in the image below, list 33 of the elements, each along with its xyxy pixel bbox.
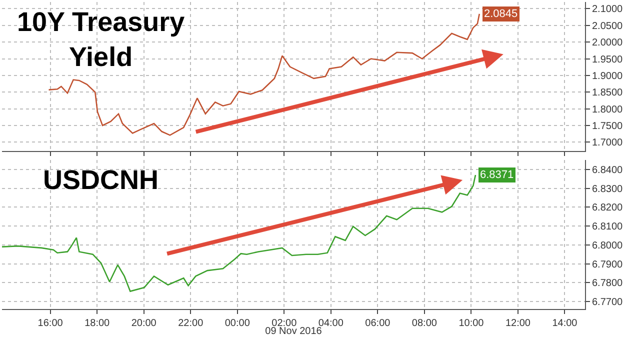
data-label: 6.8371 bbox=[480, 169, 514, 181]
y-tick-label: 6.8300 bbox=[592, 184, 624, 195]
y-tick-label: 6.7700 bbox=[592, 296, 624, 308]
y-tick-label: 6.8100 bbox=[592, 222, 624, 233]
y-tick-label: 1.9500 bbox=[592, 54, 624, 66]
y-tick-label: 6.8200 bbox=[592, 202, 624, 214]
y-tick-label: 1.8000 bbox=[592, 104, 624, 116]
x-tick-label: 20:00 bbox=[131, 318, 157, 329]
y-tick-label: 1.9000 bbox=[592, 70, 624, 82]
chart-title: USDCNH bbox=[43, 165, 159, 195]
x-tick-label: 04:00 bbox=[318, 318, 344, 329]
y-tick-label: 6.7900 bbox=[592, 259, 624, 270]
y-tick-label: 2.0500 bbox=[592, 20, 624, 32]
data-label: 2.0845 bbox=[484, 8, 518, 20]
y-tick-label: 1.8500 bbox=[592, 88, 624, 99]
y-tick-label: 1.7000 bbox=[592, 138, 624, 149]
y-tick-label: 1.7500 bbox=[592, 121, 624, 132]
x-tick-label: 10:00 bbox=[458, 318, 484, 329]
x-tick-label: 12:00 bbox=[505, 318, 531, 329]
y-tick-label: 6.8000 bbox=[592, 240, 624, 252]
x-tick-label: 14:00 bbox=[552, 318, 578, 329]
x-tick-label: 08:00 bbox=[412, 318, 438, 329]
x-tick-label: 00:00 bbox=[224, 318, 250, 329]
y-tick-label: 6.7800 bbox=[592, 278, 624, 290]
y-tick-label: 2.1000 bbox=[592, 4, 624, 16]
x-tick-label: 06:00 bbox=[365, 318, 391, 329]
x-axis-title: 09 Nov 2016 bbox=[265, 326, 322, 337]
x-tick-label: 22:00 bbox=[178, 318, 204, 329]
x-tick-label: 16:00 bbox=[38, 318, 64, 329]
y-tick-label: 6.8400 bbox=[592, 165, 624, 176]
x-tick-label: 18:00 bbox=[84, 318, 110, 329]
text: 10Y Treasury Yield bbox=[17, 7, 185, 72]
y-tick-label: 2.0000 bbox=[592, 38, 624, 49]
